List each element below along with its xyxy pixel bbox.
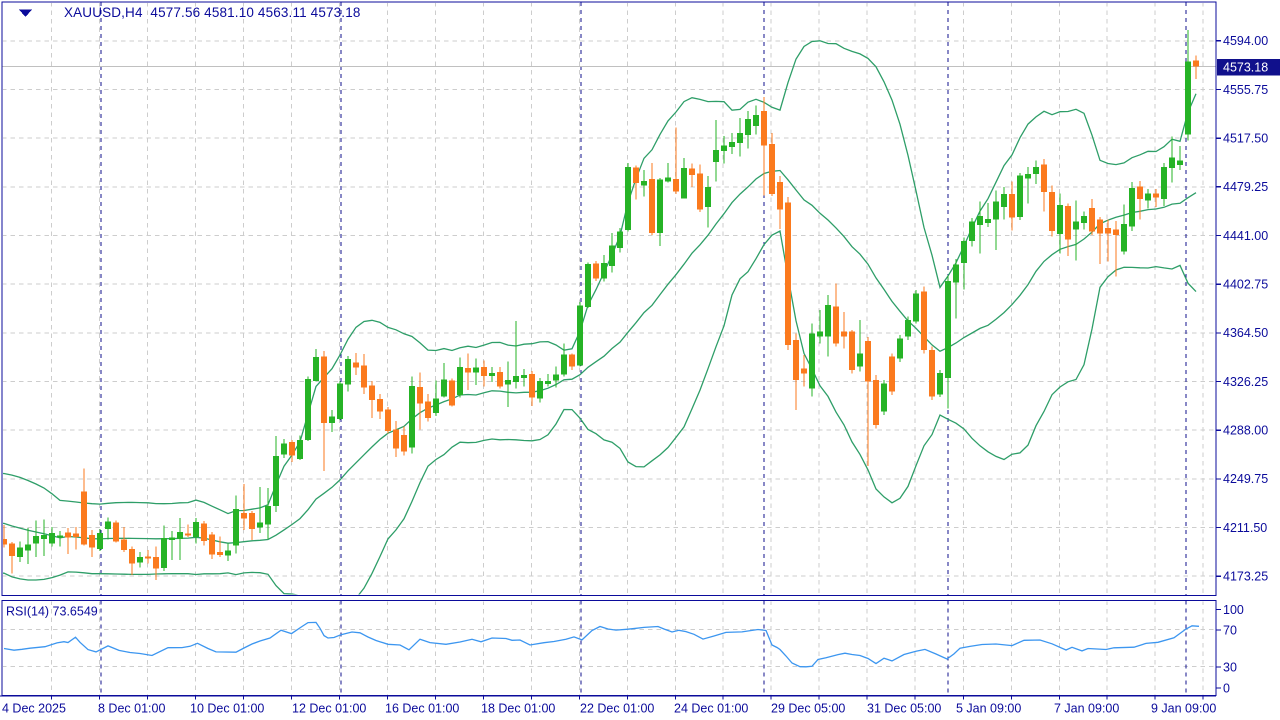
- svg-text:RSI(14) 73.6549: RSI(14) 73.6549: [6, 605, 98, 619]
- svg-text:4594.00: 4594.00: [1223, 34, 1268, 48]
- svg-text:4479.25: 4479.25: [1223, 180, 1268, 194]
- svg-text:4326.25: 4326.25: [1223, 375, 1268, 389]
- svg-text:4 Dec 2025: 4 Dec 2025: [2, 702, 66, 716]
- svg-text:XAUUSD,H4 4577.56 4581.10 456: XAUUSD,H4 4577.56 4581.10 4563.11 4573.1…: [64, 5, 361, 20]
- svg-text:70: 70: [1223, 623, 1237, 637]
- svg-text:4402.75: 4402.75: [1223, 278, 1268, 292]
- svg-text:30: 30: [1223, 660, 1237, 674]
- svg-text:29 Dec 05:00: 29 Dec 05:00: [771, 702, 845, 716]
- svg-text:31 Dec 05:00: 31 Dec 05:00: [867, 702, 941, 716]
- svg-text:8 Dec 01:00: 8 Dec 01:00: [98, 702, 165, 716]
- svg-text:4211.50: 4211.50: [1223, 521, 1267, 535]
- svg-text:5 Jan 09:00: 5 Jan 09:00: [956, 702, 1021, 716]
- svg-text:10 Dec 01:00: 10 Dec 01:00: [190, 702, 264, 716]
- svg-text:4364.50: 4364.50: [1223, 326, 1268, 340]
- svg-text:7 Jan 09:00: 7 Jan 09:00: [1054, 702, 1119, 716]
- svg-text:4573.18: 4573.18: [1223, 61, 1268, 75]
- svg-text:4249.75: 4249.75: [1223, 472, 1268, 486]
- svg-text:9 Jan 09:00: 9 Jan 09:00: [1151, 702, 1216, 716]
- svg-text:4555.75: 4555.75: [1223, 83, 1268, 97]
- svg-text:24 Dec 01:00: 24 Dec 01:00: [674, 702, 748, 716]
- svg-text:18 Dec 01:00: 18 Dec 01:00: [481, 702, 555, 716]
- svg-text:4517.50: 4517.50: [1223, 132, 1268, 146]
- svg-text:16 Dec 01:00: 16 Dec 01:00: [385, 702, 459, 716]
- svg-text:4173.25: 4173.25: [1223, 570, 1268, 584]
- svg-text:12 Dec 01:00: 12 Dec 01:00: [292, 702, 366, 716]
- svg-text:100: 100: [1223, 603, 1244, 617]
- svg-text:4288.00: 4288.00: [1223, 424, 1268, 438]
- svg-text:4441.00: 4441.00: [1223, 229, 1268, 243]
- svg-text:22 Dec 01:00: 22 Dec 01:00: [580, 702, 654, 716]
- svg-text:0: 0: [1223, 681, 1230, 695]
